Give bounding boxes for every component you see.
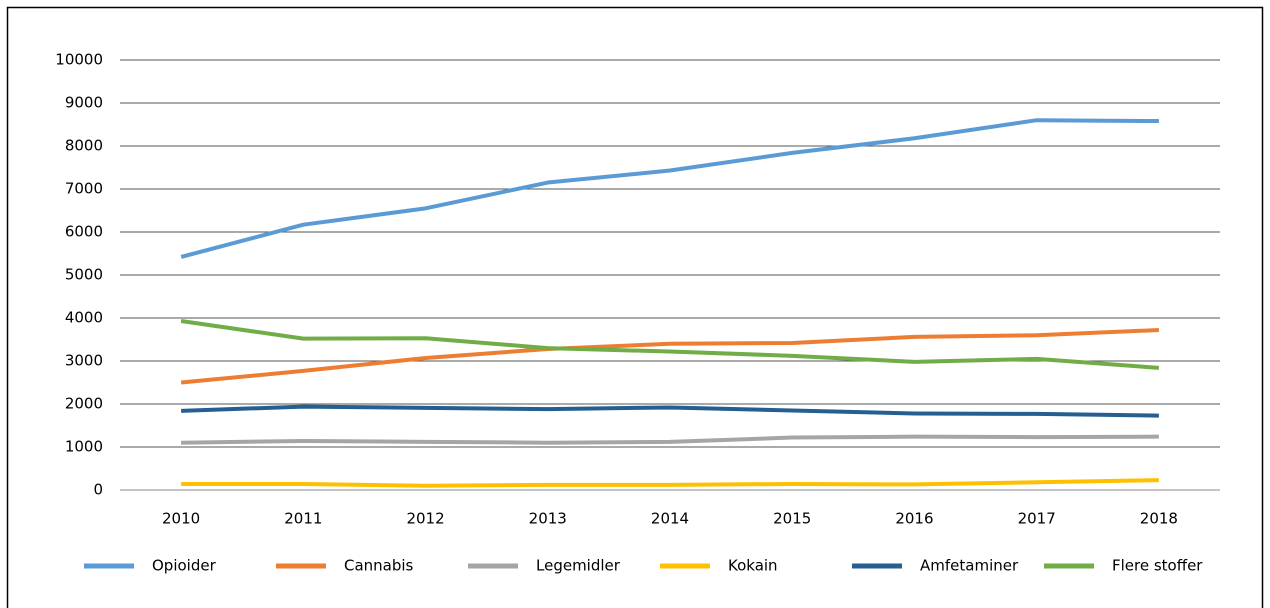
legend-label: Legemidler bbox=[536, 557, 621, 575]
y-tick-label: 5000 bbox=[65, 266, 103, 284]
y-tick-label: 4000 bbox=[65, 309, 103, 327]
y-tick-label: 0 bbox=[93, 481, 103, 499]
legend-label: Kokain bbox=[728, 557, 778, 575]
x-tick-label: 2018 bbox=[1140, 510, 1178, 528]
y-tick-label: 3000 bbox=[65, 352, 103, 370]
series-line bbox=[180, 328, 1159, 385]
legend-label: Opioider bbox=[152, 557, 217, 575]
y-tick-label: 10000 bbox=[55, 51, 103, 69]
x-tick-label: 2017 bbox=[1018, 510, 1056, 528]
series-line bbox=[181, 404, 1159, 418]
series-line bbox=[181, 434, 1159, 445]
x-tick-label: 2012 bbox=[406, 510, 444, 528]
x-tick-label: 2014 bbox=[651, 510, 689, 528]
legend-label: Amfetaminer bbox=[920, 557, 1019, 575]
series-line bbox=[180, 118, 1159, 259]
legend-label: Flere stoffer bbox=[1112, 557, 1203, 575]
x-tick-label: 2016 bbox=[895, 510, 933, 528]
frame bbox=[6, 6, 1264, 608]
series-line bbox=[180, 319, 1160, 370]
x-tick-label: 2010 bbox=[162, 510, 200, 528]
x-tick-label: 2013 bbox=[529, 510, 567, 528]
legend-label: Cannabis bbox=[344, 557, 414, 575]
y-tick-label: 2000 bbox=[65, 395, 103, 413]
y-tick-label: 6000 bbox=[65, 223, 103, 241]
y-tick-label: 8000 bbox=[65, 137, 103, 155]
y-tick-label: 1000 bbox=[65, 438, 103, 456]
x-tick-label: 2011 bbox=[284, 510, 322, 528]
x-tick-label: 2015 bbox=[773, 510, 811, 528]
y-tick-label: 7000 bbox=[65, 180, 103, 198]
y-tick-label: 9000 bbox=[65, 94, 103, 112]
series-line bbox=[181, 478, 1159, 488]
